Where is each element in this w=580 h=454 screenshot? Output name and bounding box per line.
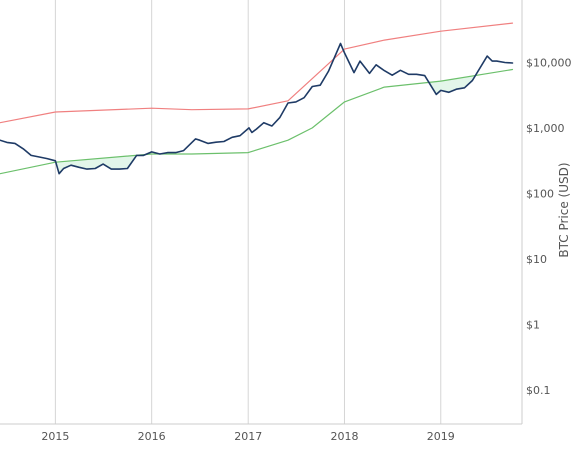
undervalued-fill-region	[429, 75, 475, 95]
x-tick-label: 2018	[330, 430, 358, 443]
upper-band-line	[0, 22, 514, 124]
y-axis-title: BTC Price (USD)	[557, 162, 571, 257]
band-lines	[0, 22, 514, 175]
price-line-group	[0, 42, 514, 175]
y-tick-label: $10,000	[526, 56, 572, 69]
y-tick-label: $1,000	[526, 122, 565, 135]
y-tick-label: $0.1	[526, 384, 551, 397]
x-tick-label: 2016	[138, 430, 166, 443]
axes	[0, 0, 523, 425]
x-tick-label: 2017	[234, 430, 262, 443]
x-gridlines	[54, 0, 442, 424]
x-tick-labels: 2015 2016 2017 2018 2019	[41, 430, 454, 443]
x-tick-label: 2015	[41, 430, 69, 443]
undervalued-fill-region	[56, 154, 146, 174]
y-tick-label: $100	[526, 187, 554, 200]
y-tick-label: $10	[526, 253, 547, 266]
undervalued-fill-regions	[56, 75, 475, 174]
x-tick-label: 2019	[427, 430, 455, 443]
price-line	[0, 42, 514, 175]
y-tick-label: $1	[526, 318, 540, 331]
lower-band-line	[0, 68, 514, 175]
y-tick-labels: $0.1 $1 $10 $100 $1,000 $10,000	[526, 56, 572, 396]
